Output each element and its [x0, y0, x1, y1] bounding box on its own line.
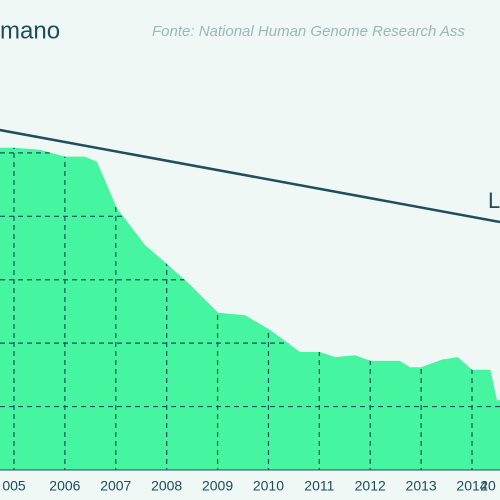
- area: [0, 147, 500, 470]
- x-tick-label: 2007: [100, 478, 131, 494]
- chart-title: mano: [0, 17, 60, 44]
- x-tick-label: 2006: [49, 478, 80, 494]
- x-tick-label: 005: [2, 478, 26, 494]
- line-label: L: [488, 188, 500, 213]
- x-tick-label: 2013: [406, 478, 437, 494]
- x-tick-label: 2011: [304, 478, 334, 494]
- x-tick-label: 20: [480, 478, 496, 494]
- x-tick-label: 2012: [355, 478, 386, 494]
- x-tick-label: 2009: [202, 478, 233, 494]
- source: Fonte: National Human Genome Research As…: [152, 23, 465, 40]
- trend-line: [0, 128, 500, 224]
- x-tick-label: 2008: [151, 478, 182, 494]
- x-tick-label: 2010: [253, 478, 284, 494]
- x-tick-label: 2014: [456, 478, 487, 494]
